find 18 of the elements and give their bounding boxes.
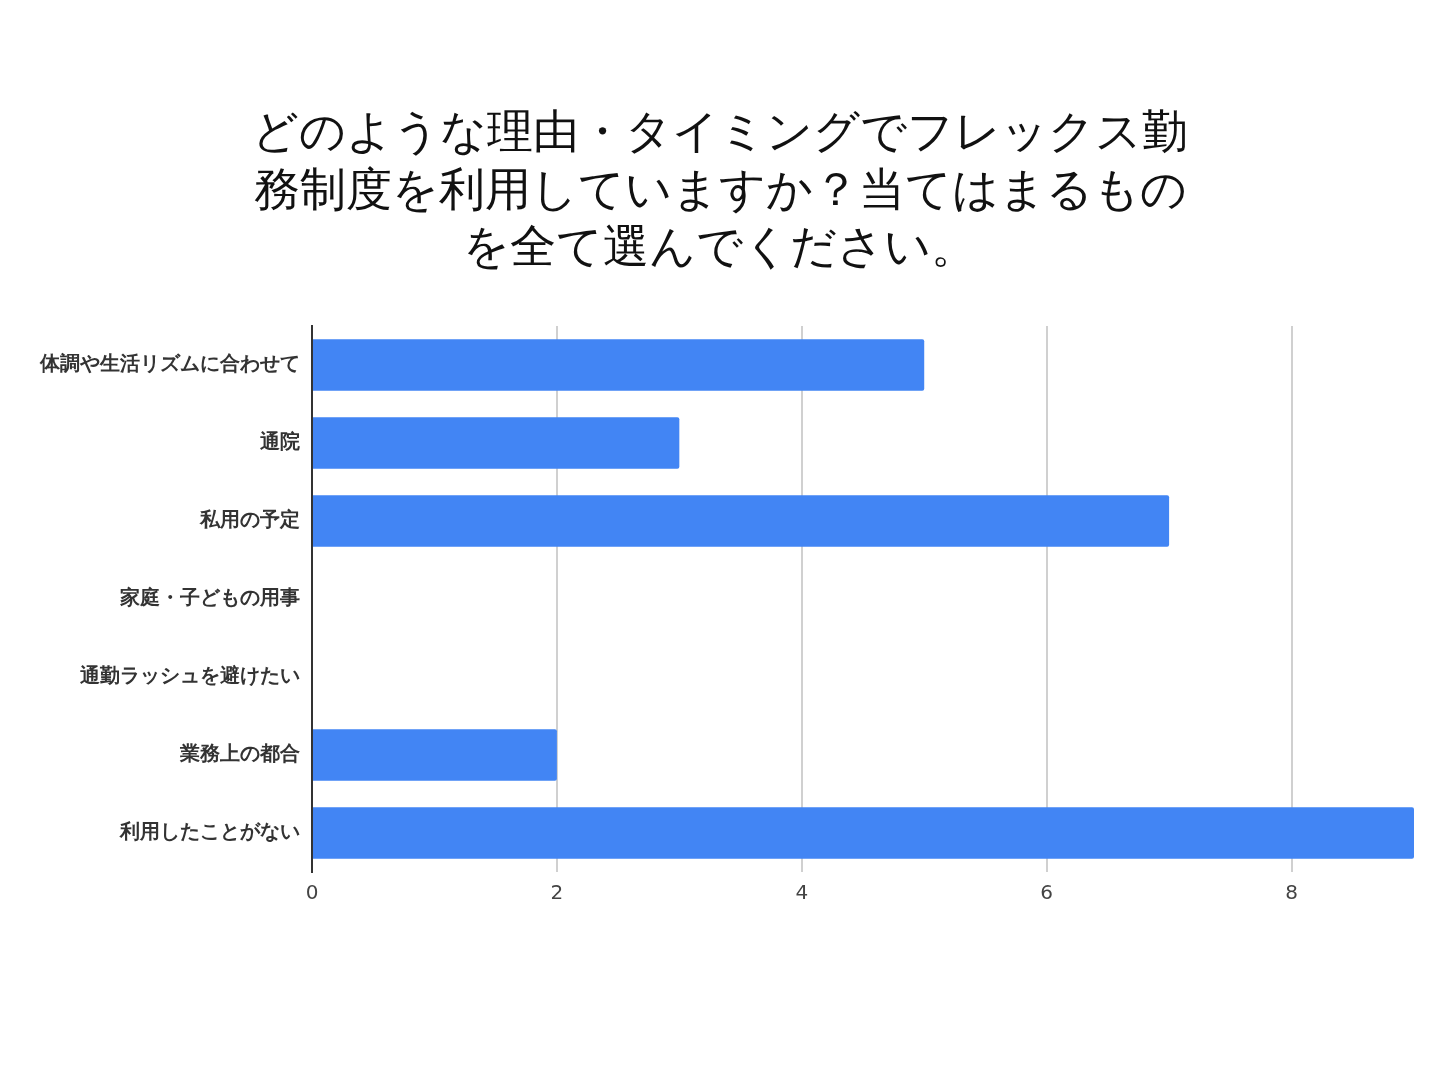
x-tick-label: 2 xyxy=(550,879,564,904)
bar xyxy=(313,416,680,469)
bar xyxy=(313,494,1170,547)
y-tick-label: 家庭・子どもの用事 xyxy=(119,584,300,609)
x-tick-label: 4 xyxy=(795,879,809,904)
bar xyxy=(313,806,1414,859)
bar xyxy=(313,338,925,391)
x-tick-label: 6 xyxy=(1040,879,1054,904)
x-tick-label: 0 xyxy=(305,879,319,904)
bar xyxy=(313,728,557,781)
y-tick-label: 私用の予定 xyxy=(199,506,300,531)
y-tick-label: 業務上の都合 xyxy=(179,740,300,765)
y-tick-label: 通勤ラッシュを避けたい xyxy=(79,662,300,687)
y-tick-label: 通院 xyxy=(259,428,300,453)
y-tick-label: 利用したことがない xyxy=(119,818,300,843)
x-tick-label: 8 xyxy=(1285,879,1298,904)
y-tick-label: 体調や生活リズムに合わせて xyxy=(39,350,300,375)
chart-title: どのような理由・タイミングでフレックス勤務制度を利用していますか？当てはまるものを全て選んでください。 xyxy=(251,103,1189,275)
